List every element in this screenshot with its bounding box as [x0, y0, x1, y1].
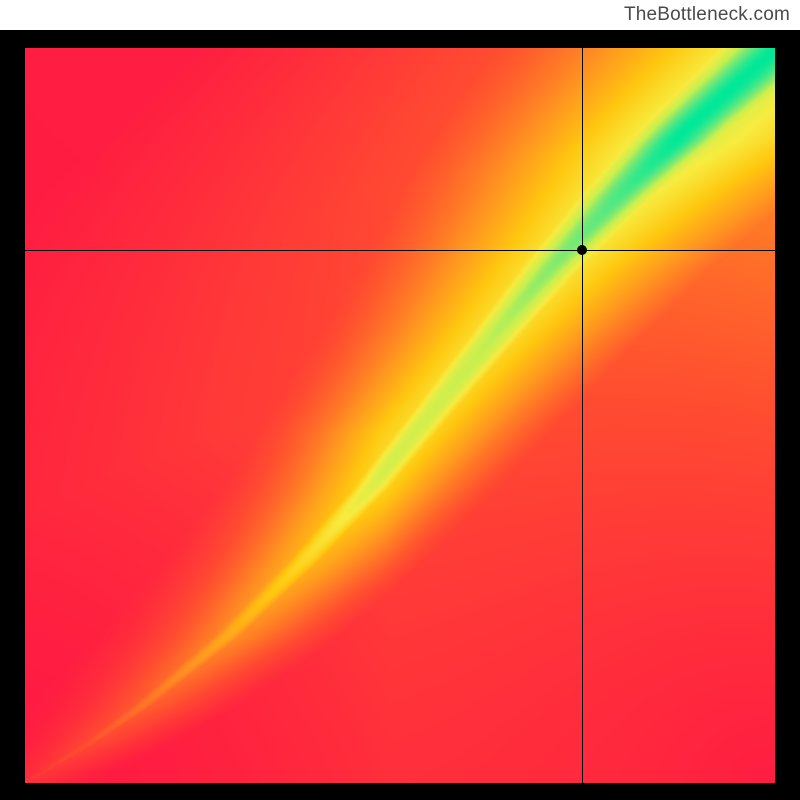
- heatmap-plot: [25, 48, 775, 783]
- crosshair-vertical: [582, 48, 583, 783]
- crosshair-marker: [577, 245, 587, 255]
- heatmap-canvas: [25, 48, 775, 783]
- watermark-text: TheBottleneck.com: [624, 4, 790, 26]
- chart-frame: [0, 30, 800, 800]
- crosshair-horizontal: [25, 250, 775, 251]
